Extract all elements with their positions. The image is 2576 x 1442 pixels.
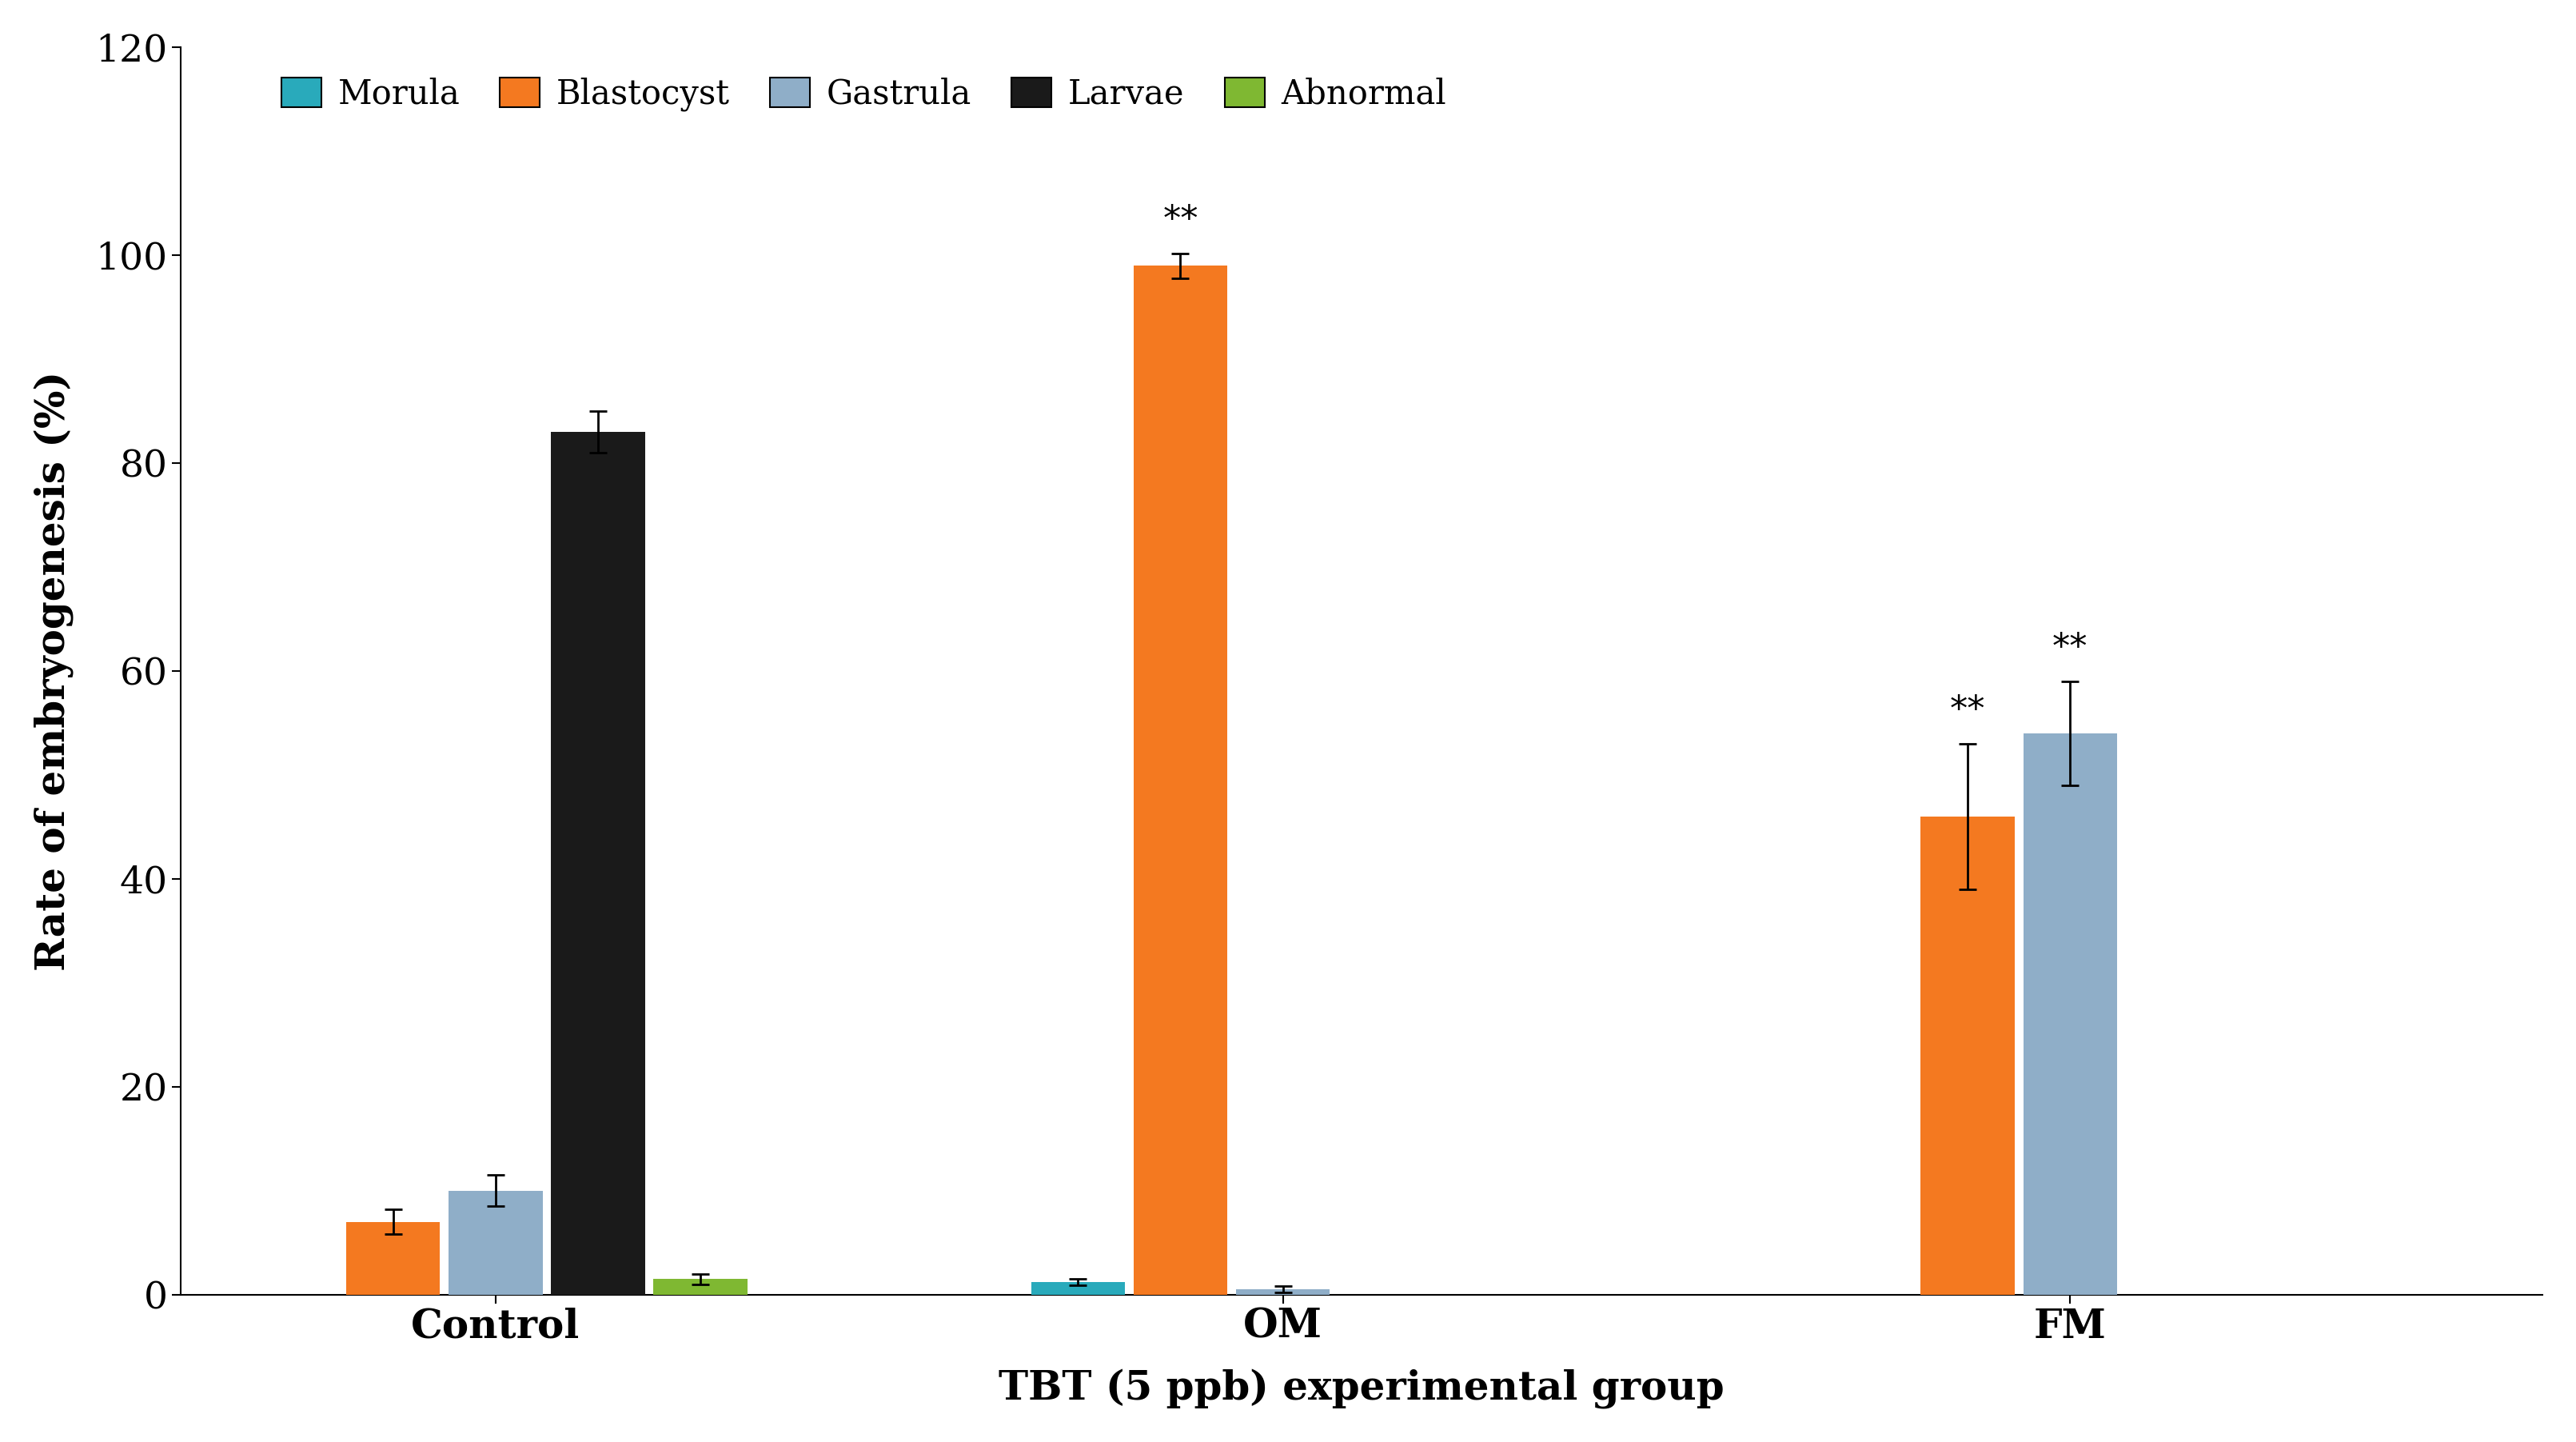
Bar: [551, 433, 644, 1295]
Bar: [654, 1279, 747, 1295]
Bar: [2022, 734, 2117, 1295]
Bar: [448, 1191, 544, 1295]
Bar: [345, 1221, 440, 1295]
Text: **: **: [1950, 694, 1986, 728]
X-axis label: TBT (5 ppb) experimental group: TBT (5 ppb) experimental group: [999, 1368, 1723, 1409]
Legend: Morula, Blastocyst, Gastrula, Larvae, Abnormal: Morula, Blastocyst, Gastrula, Larvae, Ab…: [268, 63, 1461, 125]
Text: **: **: [2053, 632, 2089, 666]
Bar: [1030, 1282, 1126, 1295]
Y-axis label: Rate of embryogenesis (%): Rate of embryogenesis (%): [33, 371, 72, 970]
Text: **: **: [1162, 203, 1198, 238]
Bar: [1133, 265, 1229, 1295]
Bar: [1236, 1289, 1329, 1295]
Bar: [1922, 816, 2014, 1295]
